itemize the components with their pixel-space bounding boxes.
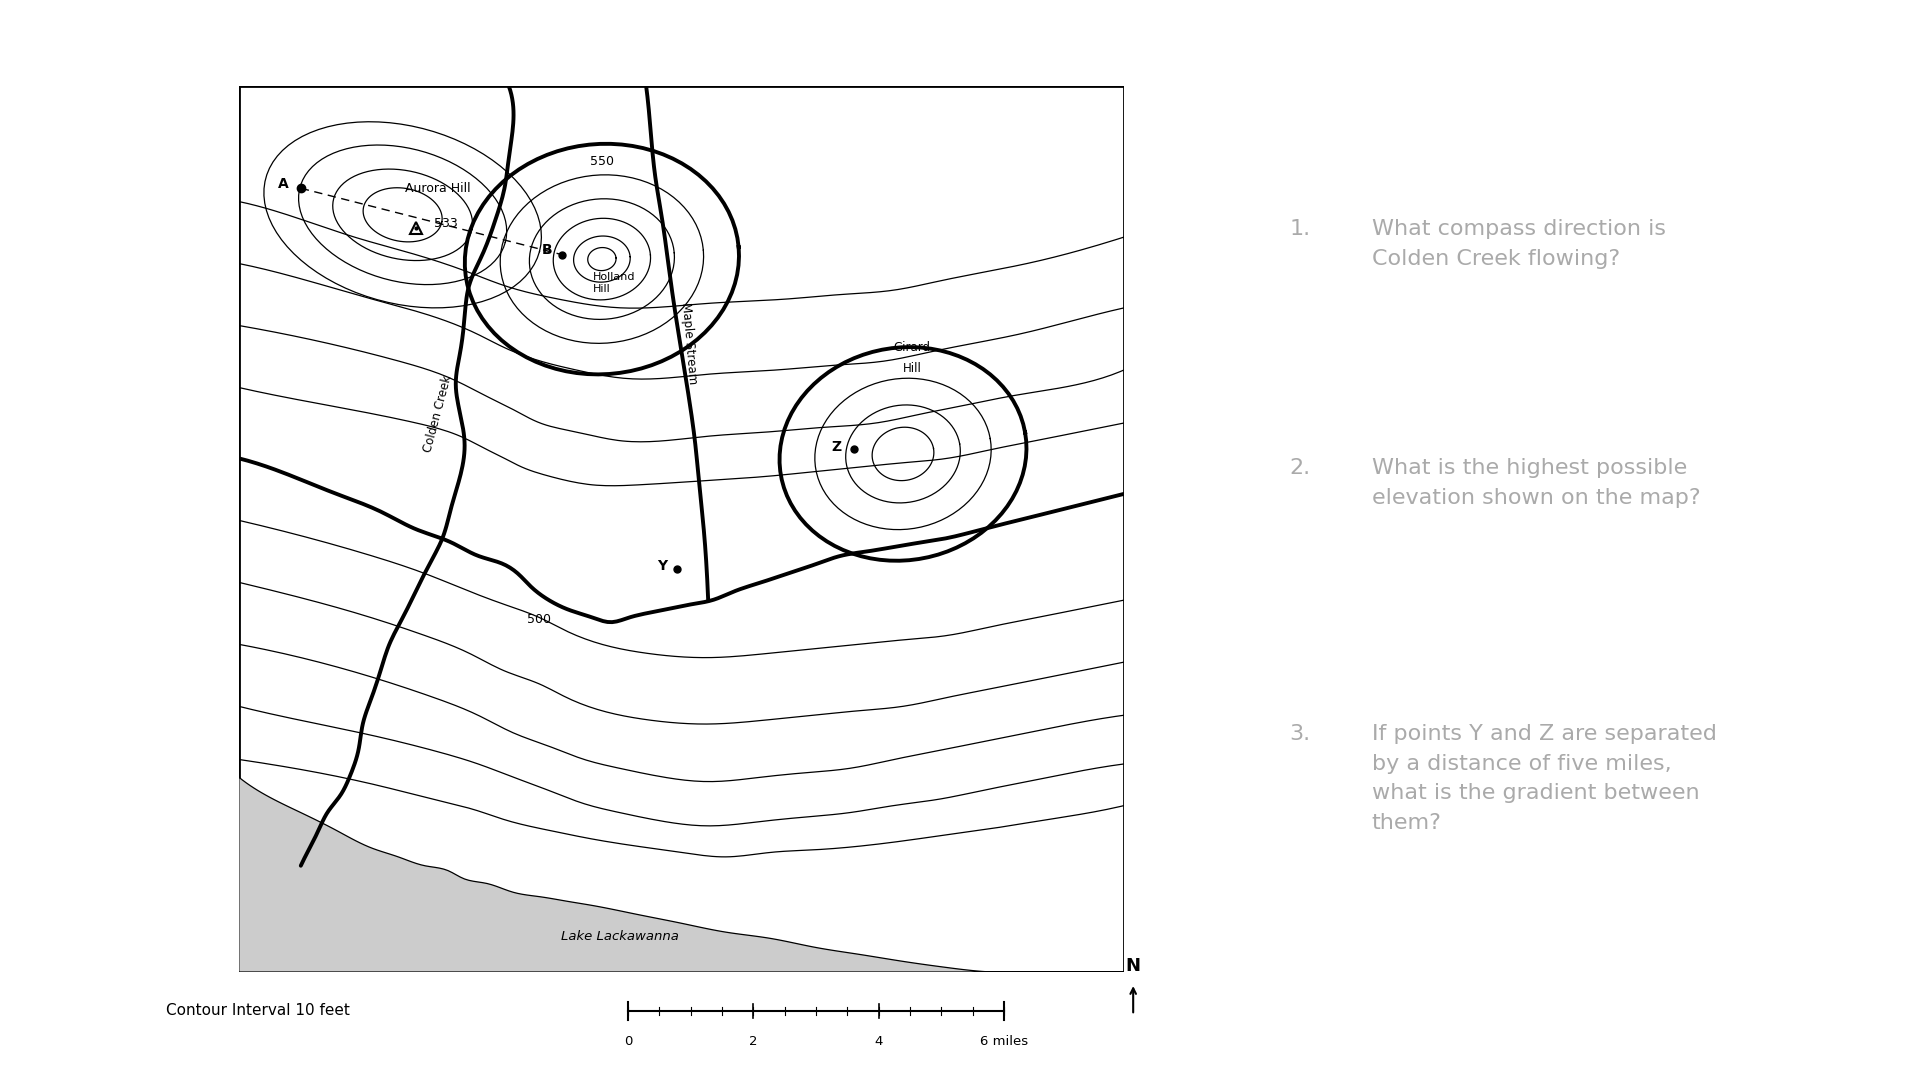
Text: What compass direction is
Colden Creek flowing?: What compass direction is Colden Creek f… [1371, 219, 1667, 269]
Text: Maple Stream: Maple Stream [678, 301, 699, 384]
Text: Colden Creek: Colden Creek [422, 374, 455, 454]
Text: 550: 550 [589, 156, 614, 168]
Text: Girard: Girard [893, 341, 931, 354]
Text: A: A [278, 177, 288, 191]
Text: 533: 533 [434, 217, 457, 230]
Text: Hill: Hill [902, 362, 922, 375]
Text: 2: 2 [749, 1035, 758, 1048]
Text: 2.: 2. [1290, 458, 1311, 478]
Text: Contour Interval 10 feet: Contour Interval 10 feet [165, 1003, 349, 1018]
Text: 500: 500 [526, 613, 551, 626]
Text: If points Y and Z are separated
by a distance of five miles,
what is the gradien: If points Y and Z are separated by a dis… [1371, 724, 1716, 833]
Text: 0: 0 [624, 1035, 632, 1048]
Text: 4: 4 [874, 1035, 883, 1048]
Text: Aurora Hill: Aurora Hill [405, 181, 470, 194]
Text: Holland
Hill: Holland Hill [593, 272, 636, 294]
Text: 6 miles: 6 miles [979, 1035, 1029, 1048]
Text: 3.: 3. [1290, 724, 1311, 744]
Text: Y: Y [657, 559, 666, 573]
Text: What is the highest possible
elevation shown on the map?: What is the highest possible elevation s… [1371, 458, 1701, 508]
Text: 1.: 1. [1290, 219, 1311, 240]
Polygon shape [238, 778, 1125, 972]
Text: Z: Z [831, 440, 841, 454]
Text: Lake Lackawanna: Lake Lackawanna [561, 930, 678, 943]
Text: N: N [1125, 957, 1140, 975]
Text: B: B [541, 243, 553, 257]
